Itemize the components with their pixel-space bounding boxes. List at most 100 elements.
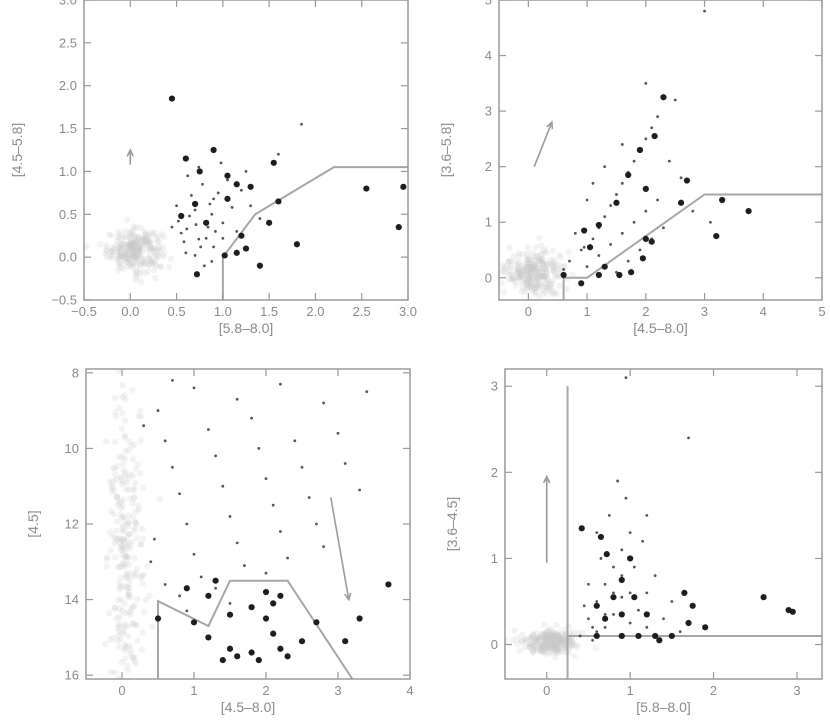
cloud-point	[119, 252, 126, 259]
cloud-point	[552, 639, 559, 646]
cloud-point	[141, 257, 148, 264]
cloud-point	[557, 254, 564, 261]
cloud-point	[551, 635, 558, 642]
cloud-point	[111, 534, 119, 541]
cloud-point	[144, 237, 152, 244]
cloud-point	[130, 242, 137, 250]
panel-top-left: −0.5 0.0 0.5 1.0 1.5 2.0 2.5 3.0 −0.5 0.0 0.5 1.0 1.…	[9, 0, 417, 336]
data-point-large	[683, 177, 691, 184]
cloud-point	[159, 231, 166, 238]
cloud-point	[123, 555, 130, 562]
cloud-point	[114, 563, 122, 571]
cloud-point	[541, 645, 549, 653]
cloud-point	[544, 627, 551, 634]
cloud-point	[527, 640, 534, 647]
y-tick-label: 3	[491, 379, 498, 394]
data-point-small	[228, 601, 232, 605]
cloud-point	[126, 438, 133, 445]
data-point-large	[298, 638, 306, 645]
cloud-point	[122, 610, 129, 617]
cloud-point	[131, 247, 139, 254]
data-point-large	[270, 600, 277, 607]
cloud-point	[553, 273, 560, 280]
data-point-small	[628, 531, 632, 535]
cloud-point	[534, 267, 542, 275]
cloud-point	[125, 539, 132, 547]
cloud-point	[556, 634, 563, 642]
data-point-large	[226, 611, 234, 618]
data-point-small	[264, 571, 268, 575]
cloud-point	[547, 650, 554, 657]
cloud-point	[549, 637, 556, 644]
cloud-point	[542, 634, 549, 641]
cloud-point	[136, 248, 144, 255]
cloud-point	[499, 280, 506, 287]
data-point-small	[170, 225, 174, 229]
cloud-point	[151, 274, 159, 282]
cloud-point	[129, 253, 136, 261]
cloud-point	[117, 264, 124, 272]
cloud-point	[548, 634, 555, 641]
data-point-small	[568, 259, 571, 263]
cloud-point	[543, 644, 550, 651]
cloud-point	[150, 245, 157, 252]
x-tick-label: 0	[543, 683, 550, 698]
cloud-point	[139, 234, 146, 242]
cloud-point	[130, 243, 137, 251]
cloud-point	[537, 272, 544, 280]
cloud-point	[547, 637, 554, 645]
cloud-point	[137, 470, 144, 477]
cloud-point	[567, 637, 574, 644]
y-tick-label: 4	[485, 48, 492, 63]
cloud-point	[136, 270, 144, 278]
cloud-point	[531, 645, 538, 652]
cloud-point	[147, 237, 154, 245]
cloud-point	[134, 237, 141, 244]
data-point-small	[656, 115, 659, 119]
cloud-point	[146, 592, 153, 600]
cloud-point	[114, 707, 120, 713]
cloud-point	[540, 635, 548, 643]
cloud-point	[125, 256, 132, 263]
cloud-point	[519, 631, 526, 638]
data-point-small	[691, 209, 695, 213]
cloud-point	[126, 241, 133, 249]
cloud-point	[567, 641, 575, 649]
cloud-point	[539, 256, 546, 263]
cloud-point	[124, 590, 132, 598]
cloud-point	[129, 455, 137, 463]
data-point-small	[192, 552, 196, 556]
cloud-point	[156, 495, 163, 503]
data-point-small	[644, 209, 648, 213]
cloud-point	[500, 262, 507, 269]
cloud-point	[542, 639, 550, 647]
cloud-point	[545, 635, 553, 642]
cloud-point	[543, 628, 550, 636]
x-tick-label: 3	[701, 304, 708, 319]
data-point-small	[343, 462, 347, 465]
data-point-small	[687, 436, 690, 440]
data-point-small	[142, 424, 146, 428]
cloud-point	[140, 236, 147, 243]
data-point-small	[644, 81, 648, 85]
data-point-small	[609, 204, 612, 207]
cloud-point	[118, 425, 126, 432]
cloud-point	[532, 290, 539, 297]
cloud-point	[121, 553, 128, 561]
cloud-point	[528, 270, 535, 277]
data-point-large	[400, 183, 407, 190]
cloud-point	[524, 260, 531, 267]
cloud-point	[554, 632, 561, 639]
cloud-point	[135, 247, 142, 255]
cloud-point	[547, 641, 555, 649]
data-point-small	[228, 515, 232, 518]
cloud-point	[111, 539, 118, 547]
cloud-point	[550, 290, 558, 298]
cloud-point	[116, 260, 123, 268]
cloud-point	[132, 698, 138, 704]
cloud-point	[113, 518, 121, 525]
data-point-small	[279, 382, 282, 386]
cloud-point	[550, 256, 558, 263]
data-point-small	[199, 245, 203, 249]
cloud-point	[502, 263, 509, 271]
